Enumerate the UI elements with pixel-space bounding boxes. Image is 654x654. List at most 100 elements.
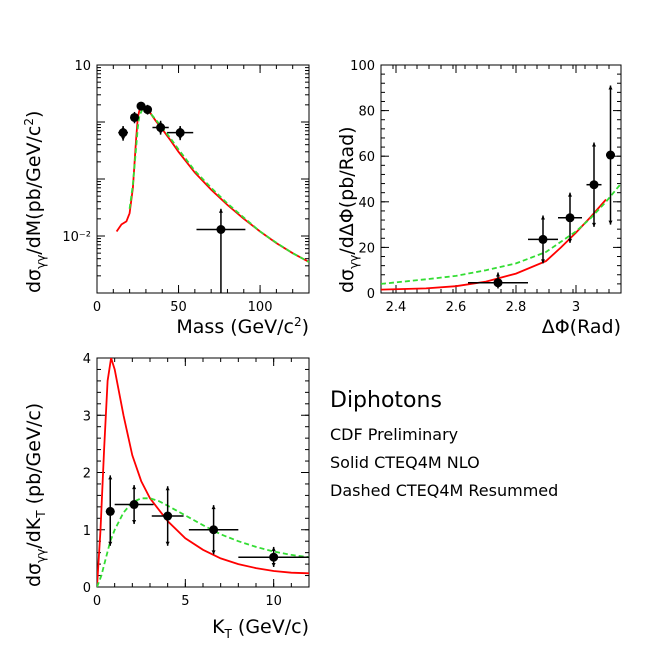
data-marker	[538, 234, 548, 244]
data-point	[143, 104, 153, 115]
y-axis-label: dσγγ/dM(pb/GeV/c2)	[22, 111, 48, 293]
dphi-panel: 2.4 2.6 2.8 3 0 20 40 60 80 100 ΔΦ(Rad) dσγγ/dΔΦ(…	[336, 59, 622, 338]
x-tick-label: 0	[93, 300, 101, 315]
error-arrow-up	[165, 486, 170, 491]
theory-curves	[97, 358, 309, 587]
resummed-dashed-curve	[128, 108, 309, 263]
error-arrow-down	[132, 520, 137, 525]
data-point	[558, 192, 582, 243]
data-marker	[216, 225, 226, 235]
x-tick-label: 100	[248, 300, 273, 315]
resummed-dashed-curve	[97, 497, 309, 587]
data-marker	[589, 180, 599, 190]
y-tick-label: 0	[83, 581, 91, 596]
x-axis-label: ΔΦ(Rad)	[542, 316, 621, 338]
error-arrow-down	[541, 259, 545, 264]
y-tick-label: 40	[358, 196, 375, 211]
error-arrow-down	[108, 541, 113, 546]
data-point	[188, 505, 239, 555]
theory-curves	[381, 183, 621, 291]
tick-labels: 0 5 10 0 1 2 3 4	[83, 352, 282, 609]
data-point	[468, 272, 528, 289]
error-arrow-up	[496, 272, 500, 277]
data-marker	[209, 525, 219, 535]
error-arrow-down	[568, 238, 572, 243]
y-tick-label: 10⁻²	[62, 230, 91, 245]
y-tick-label: 1	[83, 524, 91, 539]
legend-title: Diphotons	[330, 388, 442, 413]
kt-panel: 0 5 10 0 1 2 3 4 KT (GeV/c) dσγγ/dKT (pb/GeV/c)	[23, 352, 310, 641]
nlo-solid-curve	[97, 358, 309, 587]
data-point	[152, 120, 169, 135]
axis-ticks	[380, 64, 621, 294]
error-arrow-up	[592, 142, 596, 147]
error-arrow-down	[608, 220, 613, 225]
data-point	[105, 475, 115, 546]
x-axis-label: KT (GeV/c)	[212, 616, 309, 641]
tick-labels: 0 50 100 10 10⁻²	[62, 59, 272, 315]
data-marker	[175, 128, 185, 138]
data-points	[118, 101, 246, 293]
data-marker	[118, 128, 128, 138]
error-arrow-up	[108, 475, 113, 480]
data-marker	[606, 150, 615, 160]
x-tick-label: 5	[181, 594, 189, 609]
legend-line-solid: Solid CTEQ4M NLO	[330, 453, 480, 472]
x-tick-label: 10	[265, 594, 282, 609]
error-arrow-up	[132, 485, 137, 490]
data-point	[528, 215, 558, 264]
data-marker	[143, 105, 153, 115]
data-marker	[156, 123, 166, 133]
y-axis-label: dσγγ/dKT (pb/GeV/c)	[23, 403, 48, 587]
error-arrow-up	[271, 546, 276, 551]
data-point	[136, 101, 146, 111]
legend-line-dashed: Dashed CTEQ4M Resummed	[330, 481, 559, 500]
x-tick-label: 2.4	[386, 300, 407, 315]
data-marker	[493, 278, 503, 288]
data-point	[167, 126, 194, 141]
nlo-solid-curve	[115, 105, 309, 263]
legend: Diphotons CDF Preliminary Solid CTEQ4M N…	[330, 388, 558, 509]
data-point	[606, 85, 615, 225]
x-tick-label: 2.8	[506, 300, 527, 315]
data-marker	[129, 500, 139, 510]
y-tick-label: 100	[350, 59, 375, 74]
plot-frame	[380, 64, 622, 294]
data-points	[468, 85, 615, 289]
y-tick-label: 20	[358, 241, 375, 256]
data-point	[118, 126, 128, 141]
error-arrow-up	[608, 85, 613, 90]
y-tick-label: 60	[358, 150, 375, 165]
error-arrow-up	[218, 208, 223, 213]
y-tick-label: 80	[358, 105, 375, 120]
x-axis-label: Mass (GeV/c2)	[176, 315, 309, 338]
y-tick-label: 3	[83, 409, 91, 424]
y-tick-label: 4	[83, 352, 91, 367]
axis-ticks	[96, 64, 310, 294]
error-arrow-down	[178, 136, 183, 141]
error-arrow-down	[592, 222, 596, 227]
y-axis-label: dσγγ/dΔΦ(pb/Rad)	[336, 126, 361, 293]
axis-ticks	[96, 357, 310, 588]
error-arrow-down	[271, 562, 276, 567]
data-marker	[163, 511, 173, 521]
data-point	[586, 142, 602, 227]
y-tick-label: 10	[74, 59, 91, 74]
data-point	[196, 208, 246, 293]
theory-curves	[115, 105, 309, 263]
x-tick-label: 0	[93, 594, 101, 609]
data-marker	[130, 112, 140, 122]
legend-line-preliminary: CDF Preliminary	[330, 425, 459, 444]
tick-labels: 2.4 2.6 2.8 3 0 20 40 60 80 100	[350, 59, 580, 315]
data-marker	[105, 506, 115, 516]
data-points	[105, 475, 309, 567]
data-point	[114, 485, 154, 525]
x-tick-label: 3	[572, 300, 580, 315]
resummed-dashed-curve	[381, 183, 621, 285]
error-arrow-down	[165, 541, 170, 546]
nlo-solid-curve	[381, 198, 607, 291]
error-arrow-down	[211, 550, 216, 555]
data-point	[238, 546, 309, 567]
mass-panel: 0 50 100 10 10⁻² Mass (GeV/c2) dσγγ/dM(pb/Ge…	[22, 59, 310, 338]
